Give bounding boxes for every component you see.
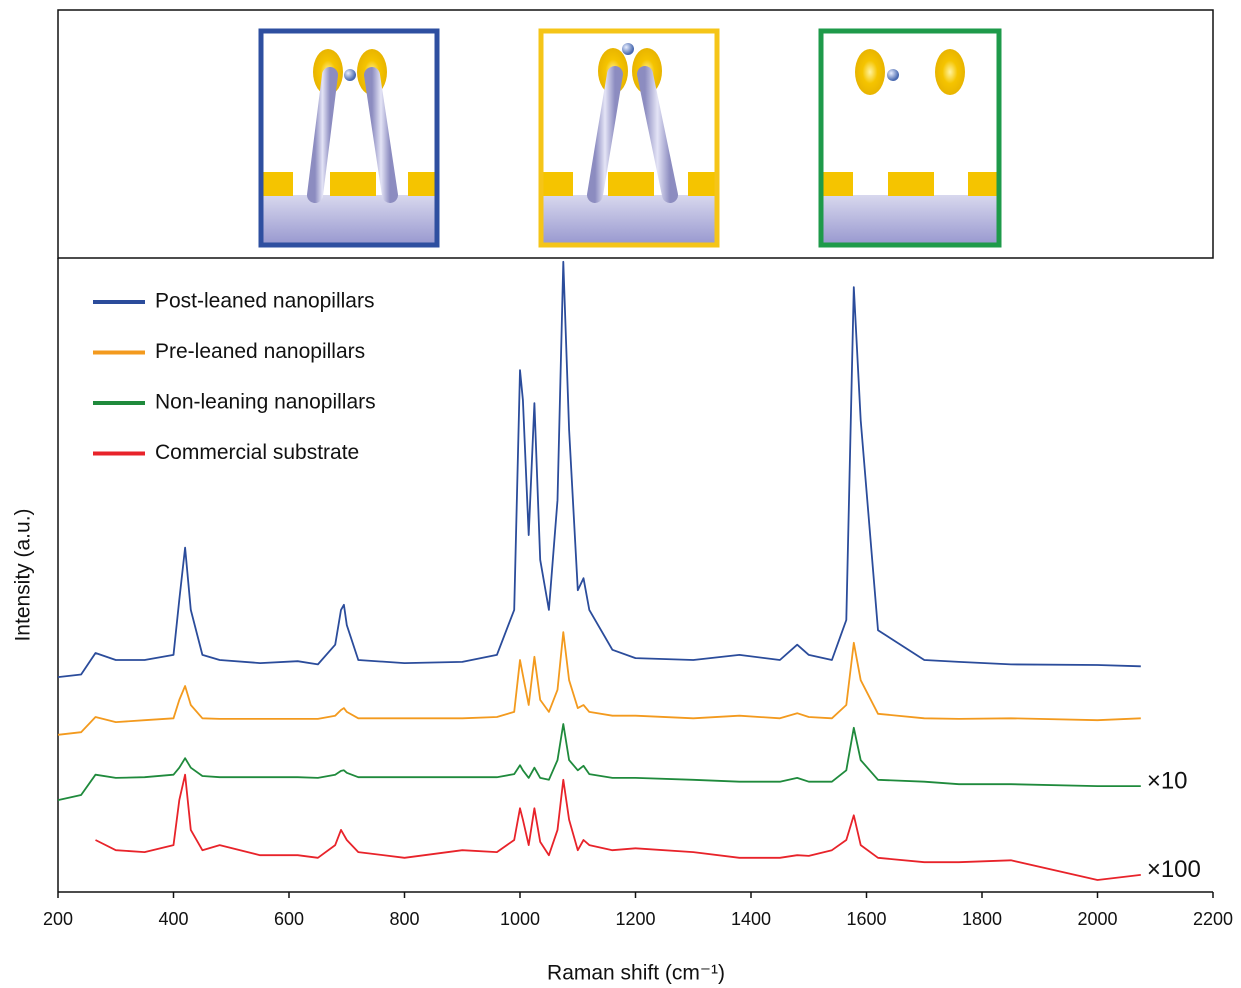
legend-label: Pre-leaned nanopillars bbox=[155, 340, 365, 363]
annotation: ×10 bbox=[1147, 767, 1188, 794]
series-line bbox=[57, 631, 1141, 736]
series-line bbox=[57, 260, 1141, 678]
x-tick-label: 1800 bbox=[962, 909, 1002, 929]
legend-label: Commercial substrate bbox=[155, 441, 359, 464]
x-tick-label: 2000 bbox=[1077, 909, 1117, 929]
x-tick-label: 2200 bbox=[1193, 909, 1233, 929]
x-tick-label: 1400 bbox=[731, 909, 771, 929]
x-tick-label: 1000 bbox=[500, 909, 540, 929]
x-tick-label: 400 bbox=[158, 909, 188, 929]
x-tick-label: 1200 bbox=[615, 909, 655, 929]
x-tick-label: 200 bbox=[43, 909, 73, 929]
diagram-pre-leaned bbox=[538, 28, 720, 248]
diagram-non-leaning bbox=[818, 28, 1002, 248]
x-tick-label: 1600 bbox=[846, 909, 886, 929]
x-tick-label: 600 bbox=[274, 909, 304, 929]
y-axis-label: Intensity (a.u.) bbox=[12, 508, 35, 641]
series-line bbox=[95, 773, 1141, 881]
series-line bbox=[57, 723, 1141, 801]
x-tick-label: 800 bbox=[389, 909, 419, 929]
legend-label: Post-leaned nanopillars bbox=[155, 290, 374, 313]
annotation: ×100 bbox=[1147, 856, 1201, 883]
x-axis-label: Raman shift (cm⁻¹) bbox=[547, 962, 725, 985]
legend-label: Non-leaning nanopillars bbox=[155, 391, 376, 414]
illustration-panel bbox=[57, 9, 1214, 259]
diagram-post-leaned bbox=[258, 28, 440, 248]
